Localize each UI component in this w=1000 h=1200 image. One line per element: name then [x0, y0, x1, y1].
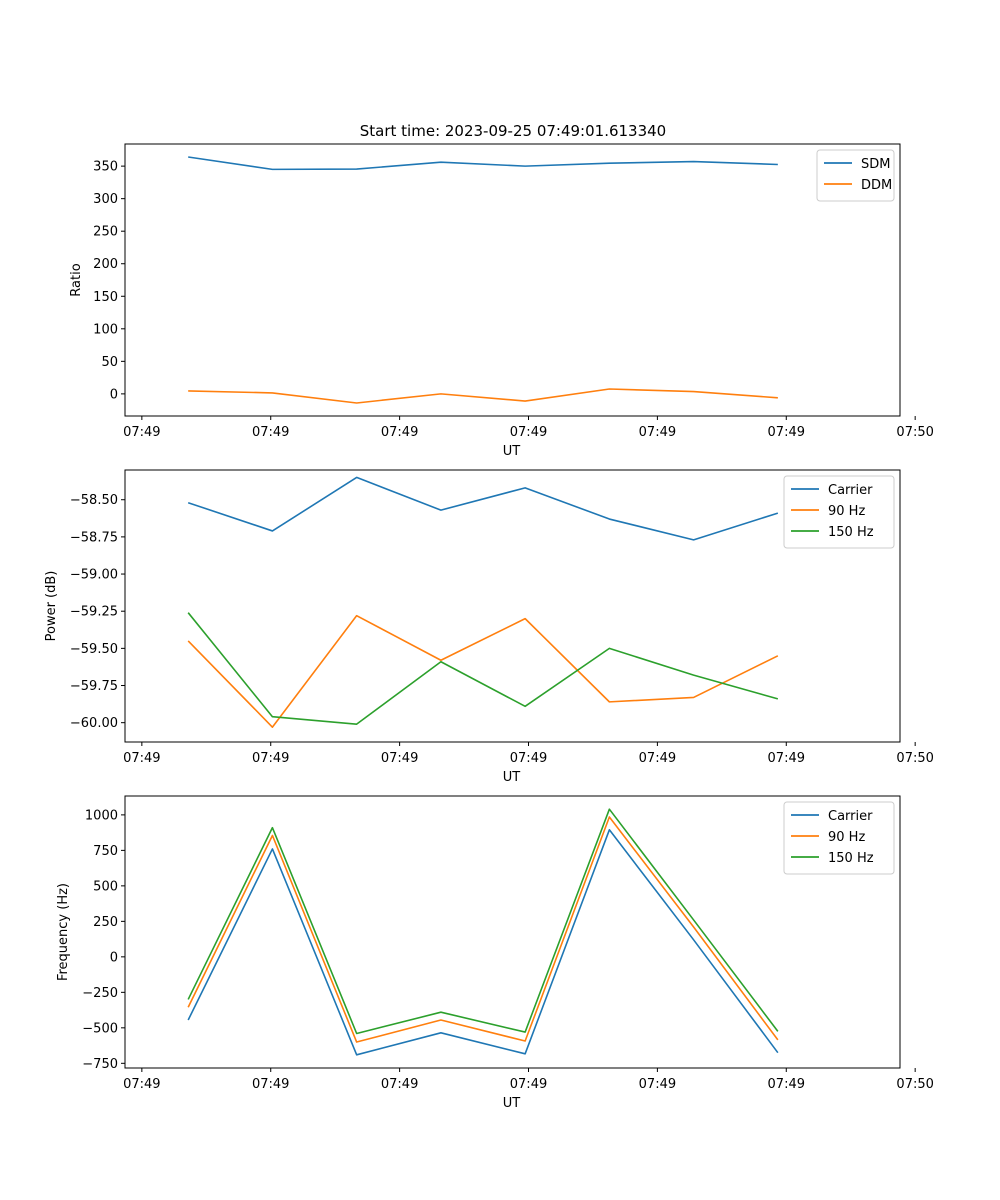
- legend-label: 90 Hz: [828, 830, 865, 845]
- series-line-carrier: [187, 476, 779, 541]
- x-tick-label: 07:49: [768, 1077, 805, 1092]
- legend-label: 150 Hz: [828, 525, 874, 540]
- y-tick-label: 50: [101, 355, 118, 370]
- legend-box: [783, 475, 895, 549]
- series-line-90-hz: [187, 614, 779, 728]
- x-tick-label: 07:49: [123, 1077, 160, 1092]
- y-tick-label: −60.00: [70, 716, 118, 731]
- legend-label: SDM: [861, 157, 890, 172]
- legend-label: 90 Hz: [828, 504, 865, 519]
- y-tick-label: −59.50: [70, 642, 118, 657]
- legend-label: Carrier: [828, 809, 873, 824]
- legend-label: DDM: [861, 178, 892, 193]
- x-tick-label: 07:49: [381, 1077, 418, 1092]
- y-axis-label: Ratio: [69, 263, 84, 296]
- legend-label: Carrier: [828, 483, 873, 498]
- legend: SDM DDM: [816, 149, 895, 202]
- y-tick-label: −750: [82, 1057, 118, 1072]
- y-tick-label: −250: [82, 986, 118, 1001]
- series-line-150-hz: [187, 808, 779, 1035]
- legend: Carrier 90 Hz 150 Hz: [783, 475, 895, 549]
- y-tick-label: 500: [93, 879, 118, 894]
- y-tick-label: −59.75: [70, 679, 118, 694]
- y-tick-label: 100: [93, 322, 118, 337]
- y-tick-label: −59.25: [70, 605, 118, 620]
- legend-label: 150 Hz: [828, 851, 874, 866]
- x-tick-label: 07:49: [639, 425, 676, 440]
- y-axis-label: Power (dB): [44, 571, 59, 642]
- axes-frame: [124, 795, 901, 1069]
- x-axis-label: UT: [503, 1096, 521, 1111]
- x-tick-label: 07:49: [252, 425, 289, 440]
- x-tick-label: 07:49: [252, 1077, 289, 1092]
- x-tick-label: 07:49: [381, 751, 418, 766]
- y-tick-label: 350: [93, 160, 118, 175]
- x-tick-label: 07:49: [123, 751, 160, 766]
- x-tick-label: 07:49: [639, 1077, 676, 1092]
- x-tick-label: 07:49: [510, 751, 547, 766]
- x-tick-label: 07:49: [768, 425, 805, 440]
- y-axis-label: Frequency (Hz): [56, 883, 71, 981]
- legend: Carrier 90 Hz 150 Hz: [783, 801, 895, 875]
- y-tick-label: 0: [110, 950, 118, 965]
- x-tick-label: 07:49: [639, 751, 676, 766]
- y-tick-label: 250: [93, 225, 118, 240]
- subplot-1: 0 50 100 150 200 250 300 350 07:49 07:49 07:49 07:4…: [69, 143, 934, 459]
- x-tick-label: 07:50: [896, 1077, 933, 1092]
- x-tick-label: 07:49: [768, 751, 805, 766]
- y-tick-label: 750: [93, 844, 118, 859]
- x-tick-label: 07:50: [896, 425, 933, 440]
- series-line-90-hz: [187, 816, 779, 1043]
- axes-frame: [124, 469, 901, 743]
- axes-frame: [124, 143, 901, 417]
- y-tick-label: 250: [93, 915, 118, 930]
- y-tick-label: −500: [82, 1021, 118, 1036]
- series-line-carrier: [187, 828, 779, 1056]
- subplot-2: −60.00 −59.75 −59.50 −59.25 −59.00 −58.75 −58.…: [44, 469, 934, 785]
- figure-title: Start time: 2023-09-25 07:49:01.613340: [360, 122, 666, 140]
- x-tick-label: 07:49: [510, 425, 547, 440]
- y-tick-label: 150: [93, 290, 118, 305]
- y-tick-label: −59.00: [70, 568, 118, 583]
- y-tick-label: −58.50: [70, 493, 118, 508]
- x-axis-label: UT: [503, 444, 521, 459]
- subplots: 0 50 100 150 200 250 300 350 07:49 07:49 07:49 07:4…: [44, 143, 934, 1111]
- y-tick-label: 0: [110, 387, 118, 402]
- series-line-sdm: [188, 156, 778, 171]
- y-tick-label: 200: [93, 257, 118, 272]
- subplot-3: −750 −500 −250 0 250 500 750 1000 07:49 07:49 07:4…: [56, 795, 934, 1111]
- y-tick-label: −58.75: [70, 530, 118, 545]
- series-line-ddm: [188, 388, 778, 404]
- x-tick-label: 07:49: [252, 751, 289, 766]
- x-tick-label: 07:49: [123, 425, 160, 440]
- x-tick-label: 07:49: [510, 1077, 547, 1092]
- y-tick-label: 1000: [85, 808, 118, 823]
- legend-box: [783, 801, 895, 875]
- x-tick-label: 07:49: [381, 425, 418, 440]
- y-tick-label: 300: [93, 192, 118, 207]
- x-axis-label: UT: [503, 770, 521, 785]
- x-tick-label: 07:50: [896, 751, 933, 766]
- series-line-150-hz: [187, 612, 779, 725]
